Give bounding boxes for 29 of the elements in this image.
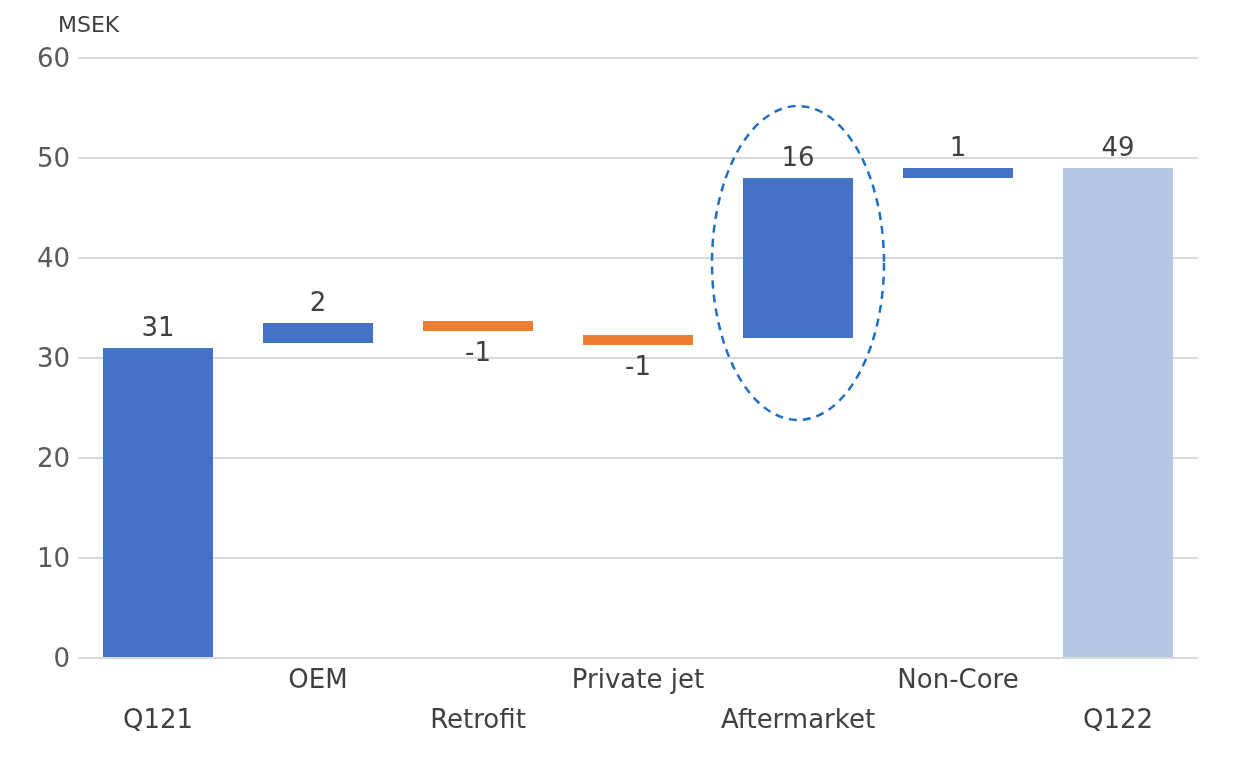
x-tick-label: Private jet	[571, 664, 705, 694]
x-tick-label: Q122	[1082, 704, 1154, 734]
data-label: 49	[1101, 132, 1135, 162]
data-label: -1	[625, 351, 651, 381]
x-tick-label: Retrofit	[430, 704, 526, 734]
y-tick-label: 40	[36, 243, 70, 274]
y-tick-label: 60	[36, 43, 70, 74]
bar	[583, 335, 693, 345]
data-label: 2	[309, 287, 327, 317]
data-label: -1	[465, 337, 491, 367]
data-label: 31	[141, 312, 175, 342]
bar	[263, 323, 373, 343]
x-tick-label: OEM	[288, 664, 348, 694]
y-tick-label: 20	[36, 443, 70, 474]
y-axis-title: MSEK	[58, 12, 120, 37]
bar	[743, 178, 853, 338]
x-tick-label: Q121	[122, 704, 194, 734]
bar	[903, 168, 1013, 178]
y-tick-label: 50	[36, 143, 70, 174]
data-label: 1	[949, 132, 967, 162]
data-label: 16	[781, 142, 815, 172]
y-tick-label: 30	[36, 343, 70, 374]
x-tick-label: Aftermarket	[720, 704, 876, 734]
bar	[423, 321, 533, 331]
y-tick-label: 10	[36, 543, 70, 574]
bar	[1063, 168, 1173, 658]
y-tick-label: 0	[53, 643, 70, 674]
bar	[103, 348, 213, 658]
x-tick-label: Non-Core	[897, 664, 1019, 694]
